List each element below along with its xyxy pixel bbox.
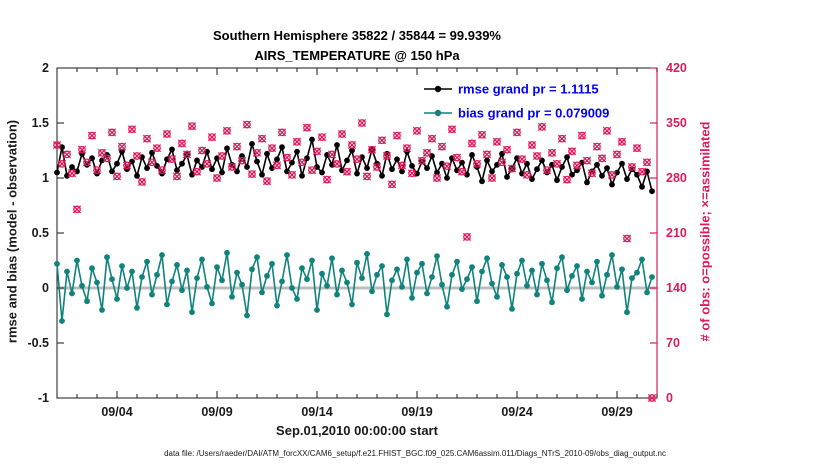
tick-label: -0.5 [27, 336, 49, 350]
tick-label: -1 [38, 391, 49, 405]
tick-label: 140 [666, 281, 687, 295]
tick-label: 09/09 [201, 405, 232, 419]
x-axis-label: Sep.01,2010 00:00:00 start [276, 423, 438, 438]
tick-label: 0.5 [32, 226, 49, 240]
data-file-footer: data file: /Users/raeder/DAI/ATM_forcXX/… [164, 449, 666, 458]
tick-label: 09/04 [101, 405, 132, 419]
tick-label: 210 [666, 226, 687, 240]
legend: rmse grand pr = 1.1115 bias grand pr = 0.… [424, 82, 609, 121]
chart-title-line2: AIRS_TEMPERATURE @ 150 hPa [254, 48, 460, 63]
tick-label: 1.5 [32, 116, 49, 130]
tick-label: rmse grand pr = 1.1115 [458, 82, 599, 97]
y-axis-right: 0 70 140 210 280 350 420 [650, 61, 687, 405]
tick-label: 09/19 [401, 405, 432, 419]
tick-label: 09/29 [601, 405, 632, 419]
chart-title-line1: Southern Hemisphere 35822 / 35844 = 99.9… [213, 28, 501, 43]
rmse-series [54, 136, 655, 195]
tick-label: 2 [42, 61, 49, 75]
tick-label: 0 [666, 391, 673, 405]
y-axis-left-label: rmse and bias (model - observation) [4, 119, 20, 344]
tick-label: 70 [666, 336, 680, 350]
obs-assimilated-series [52, 118, 657, 403]
tick-label: 09/14 [301, 405, 332, 419]
tick-label: 280 [666, 171, 687, 185]
tick-label: 09/24 [501, 405, 532, 419]
y-axis-left: -1 -0.5 0 0.5 1 1.5 2 [27, 61, 64, 405]
bias-series [54, 249, 655, 324]
obs-possible-series [53, 119, 656, 402]
tick-label: 1 [42, 171, 49, 185]
y-axis-right-label: # of obs: o=possible; ×=assimilated [697, 121, 713, 342]
x-axis: 09/04 09/09 09/14 09/19 09/24 09/29 [56, 68, 658, 419]
tick-label: bias grand pr = 0.079009 [458, 106, 609, 121]
tick-label: 420 [666, 61, 687, 75]
tick-label: 350 [666, 116, 687, 130]
chart-title: Southern Hemisphere 35822 / 35844 = 99.9… [57, 26, 657, 66]
tick-label: 0 [42, 281, 49, 295]
